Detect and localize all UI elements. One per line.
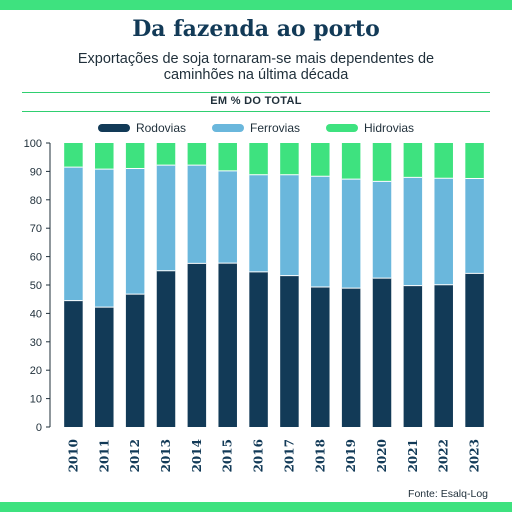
x-tick-label-2021: 2021 xyxy=(406,439,420,472)
bar-rodovias-2021 xyxy=(403,285,423,427)
bar-rodovias-2014 xyxy=(187,263,207,427)
bottom-accent-bar xyxy=(0,502,512,512)
bar-rodovias-2013 xyxy=(156,270,176,427)
bar-rodovias-2017 xyxy=(280,275,299,427)
bar-hidrovias-2018 xyxy=(311,143,330,177)
legend-swatch-rodovias xyxy=(97,124,130,132)
bar-rodovias-2012 xyxy=(125,294,145,427)
chart-title: Da fazenda ao porto xyxy=(132,16,380,42)
bar-hidrovias-2013 xyxy=(156,143,176,166)
bar-hidrovias-2019 xyxy=(341,143,361,180)
bar-ferrovias-2011 xyxy=(95,169,114,308)
chart-subtitle: Exportações de soja tornaram-se mais dep… xyxy=(77,51,435,83)
y-tick-label: 0 xyxy=(36,422,42,434)
bar-hidrovias-2012 xyxy=(125,143,145,169)
x-tick-label-2014: 2014 xyxy=(190,439,204,472)
stacked-bar-chart: 0 10 20 30 40 50 60 70 80 90 100 2010 2011 2012 2013 20… xyxy=(24,138,484,472)
bar-hidrovias-2022 xyxy=(434,143,453,179)
x-tick-label-2015: 2015 xyxy=(221,439,235,472)
bar-hidrovias-2011 xyxy=(95,143,114,170)
bar-rodovias-2023 xyxy=(465,273,484,427)
bar-ferrovias-2017 xyxy=(280,174,299,276)
legend-swatch-hidrovias xyxy=(326,124,359,132)
bar-ferrovias-2015 xyxy=(218,170,237,264)
x-tick-label-2011: 2011 xyxy=(97,439,111,472)
chart-legend: Rodovias Ferrovias Hidrovias xyxy=(0,120,512,136)
top-accent-bar xyxy=(0,0,512,10)
bar-ferrovias-2016 xyxy=(249,174,268,272)
x-tick-label-2016: 2016 xyxy=(252,439,266,472)
bar-hidrovias-2021 xyxy=(403,143,423,178)
legend-item-rodovias: Rodovias xyxy=(97,120,186,136)
x-tick-label-2017: 2017 xyxy=(282,439,296,472)
y-tick-label: 60 xyxy=(30,252,42,264)
bar-rodovias-2010 xyxy=(64,300,83,427)
y-tick-label: 20 xyxy=(30,365,42,377)
x-tick-label-2010: 2010 xyxy=(66,439,80,472)
bar-ferrovias-2013 xyxy=(156,165,176,271)
source-note: Fonte: Esalq-Log xyxy=(408,488,488,500)
unit-label: EM % DO TOTAL xyxy=(210,95,302,107)
divider-bottom xyxy=(22,111,490,112)
bar-ferrovias-2023 xyxy=(465,178,484,274)
bar-ferrovias-2020 xyxy=(372,181,392,279)
bar-hidrovias-2015 xyxy=(218,143,237,171)
divider-top xyxy=(22,92,490,93)
x-tick-label-2018: 2018 xyxy=(313,439,327,472)
bar-ferrovias-2014 xyxy=(187,165,207,264)
y-tick-label: 50 xyxy=(30,280,42,292)
bar-hidrovias-2014 xyxy=(187,143,207,166)
y-tick-label: 40 xyxy=(30,308,42,320)
bar-ferrovias-2018 xyxy=(311,176,330,287)
bar-ferrovias-2019 xyxy=(341,179,361,289)
y-tick-label: 70 xyxy=(30,223,42,235)
bar-hidrovias-2020 xyxy=(372,143,392,182)
bar-rodovias-2022 xyxy=(434,284,453,427)
x-tick-label-2022: 2022 xyxy=(437,439,451,472)
legend-label-rodovias: Rodovias xyxy=(135,121,186,135)
y-tick-label: 100 xyxy=(24,138,42,150)
bar-rodovias-2016 xyxy=(249,271,268,427)
x-tick-label-2012: 2012 xyxy=(128,439,142,472)
bar-hidrovias-2017 xyxy=(280,143,299,175)
y-tick-label: 30 xyxy=(30,337,42,349)
legend-item-ferrovias: Ferrovias xyxy=(212,120,300,136)
bar-ferrovias-2022 xyxy=(434,178,453,285)
bar-rodovias-2018 xyxy=(311,286,330,427)
x-tick-label-2020: 2020 xyxy=(375,439,389,472)
x-tick-label-2023: 2023 xyxy=(468,439,482,472)
legend-label-ferrovias: Ferrovias xyxy=(250,121,301,135)
x-tick-label-2013: 2013 xyxy=(159,439,173,472)
y-tick-label: 80 xyxy=(30,195,42,207)
y-tick-label: 10 xyxy=(30,394,42,406)
legend-label-hidrovias: Hidrovias xyxy=(364,121,415,135)
bar-hidrovias-2016 xyxy=(249,143,268,175)
bar-hidrovias-2023 xyxy=(465,143,484,179)
bar-ferrovias-2012 xyxy=(125,168,145,295)
bar-rodovias-2015 xyxy=(218,263,237,427)
bar-rodovias-2011 xyxy=(95,307,114,427)
legend-swatch-ferrovias xyxy=(212,124,244,132)
bar-rodovias-2020 xyxy=(372,278,392,427)
bar-ferrovias-2010 xyxy=(64,167,83,301)
x-tick-label-2019: 2019 xyxy=(344,439,358,472)
bar-ferrovias-2021 xyxy=(403,177,423,286)
bar-hidrovias-2010 xyxy=(64,143,83,168)
bar-rodovias-2019 xyxy=(341,288,361,427)
legend-item-hidrovias: Hidrovias xyxy=(326,120,414,136)
y-tick-label: 90 xyxy=(30,166,42,178)
